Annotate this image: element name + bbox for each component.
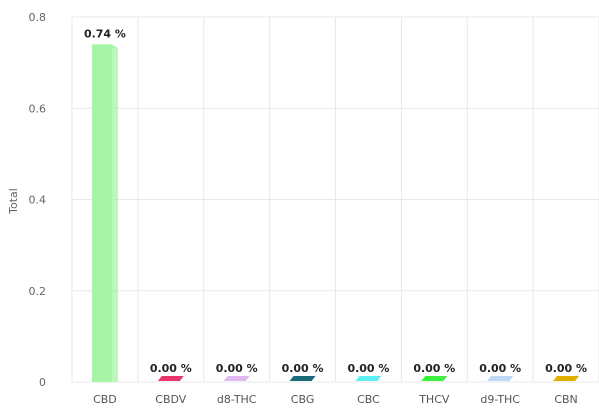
x-tick-label: CBDV (155, 393, 187, 406)
data-label: 0.00 % (545, 362, 587, 375)
bar-cbc (355, 376, 382, 381)
bar-side (111, 44, 118, 382)
bars-layer (91, 44, 580, 382)
bar-flat (355, 376, 382, 381)
y-tick-label: 0.8 (29, 11, 47, 24)
y-tick-label: 0.4 (29, 194, 47, 207)
bar-flat (487, 376, 514, 381)
y-tick-label: 0 (39, 376, 46, 389)
bar-top (91, 44, 118, 49)
data-label: 0.00 % (216, 362, 258, 375)
grid-layer (71, 16, 599, 383)
x-tick-label: CBG (291, 393, 315, 406)
bar-cbd (91, 44, 118, 382)
x-tick-label: d8-THC (217, 393, 257, 406)
y-tick-label: 0.2 (29, 285, 47, 298)
data-label: 0.00 % (347, 362, 389, 375)
y-tick-label: 0.6 (29, 102, 47, 115)
data-label: 0.00 % (282, 362, 324, 375)
bar-d8-thc (223, 376, 250, 381)
x-tick-label: CBD (93, 393, 117, 406)
data-label: 0.00 % (479, 362, 521, 375)
bar-d9-thc (487, 376, 514, 381)
x-tick-label: CBC (357, 393, 380, 406)
data-label: 0.00 % (150, 362, 192, 375)
x-tick-label: CBN (554, 393, 577, 406)
bar-flat (553, 376, 580, 381)
bar-flat (223, 376, 250, 381)
labels-layer: 0 0.2 0.4 0.6 0.8 0.74 % CBD 0.00 % CBDV 0.00 % d8… (29, 11, 588, 406)
bar-flat (157, 376, 184, 381)
x-tick-label: THCV (418, 393, 450, 406)
y-axis-title: Total (7, 188, 20, 215)
bar-front (91, 44, 112, 382)
bar-cbn (553, 376, 580, 381)
bar-thcv (421, 376, 448, 381)
bar-cbg (289, 376, 316, 381)
data-label: 0.74 % (84, 27, 126, 40)
bar-flat (421, 376, 448, 381)
x-tick-label: d9-THC (480, 393, 520, 406)
bar-flat (289, 376, 316, 381)
bar-cbdv (157, 376, 184, 381)
data-label: 0.00 % (413, 362, 455, 375)
